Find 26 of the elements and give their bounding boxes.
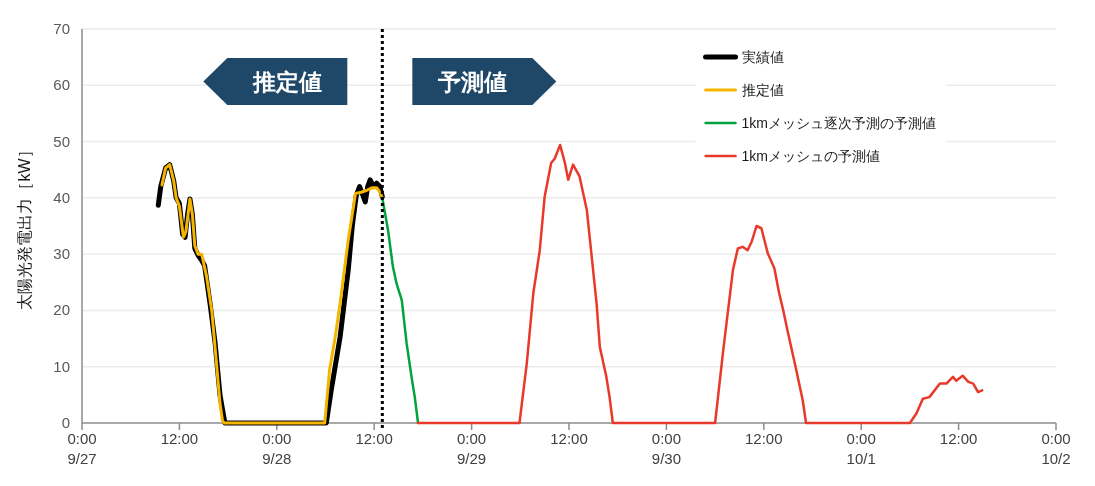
y-tick-label: 20 xyxy=(53,301,70,319)
x-tick-label: 0:00 9/29 xyxy=(457,430,487,467)
y-tick-label: 0 xyxy=(61,414,70,431)
y-tick-label: 30 xyxy=(53,245,70,263)
x-tick-label: 12:00 xyxy=(550,430,588,447)
y-tick-label: 40 xyxy=(53,188,70,206)
x-tick-label: 12:00 xyxy=(355,430,393,447)
x-tick-label: 12:00 xyxy=(160,430,199,447)
annotation: 予測値 xyxy=(436,68,507,95)
x-tick-label: 0:00 9/28 xyxy=(262,430,292,467)
x-tick-label: 12:00 xyxy=(745,430,783,447)
x-tick-label: 0:00 10/1 xyxy=(846,430,876,467)
legend-label: 推定値 xyxy=(741,82,784,98)
x-tick-label: 0:00 9/27 xyxy=(67,430,97,467)
y-axis-title: 太陽光発電出力［kW］ xyxy=(16,142,33,310)
y-tick-label: 60 xyxy=(53,76,70,94)
x-tick-label: 0:00 10/2 xyxy=(1041,430,1071,467)
legend-label: 1kmメッシュ逐次予測の予測値 xyxy=(741,115,936,131)
y-tick-label: 50 xyxy=(53,132,70,150)
y-tick-label: 70 xyxy=(53,20,70,37)
legend-label: 実績値 xyxy=(741,49,784,65)
x-tick-label: 0:00 9/30 xyxy=(651,430,681,467)
x-tick-label: 12:00 xyxy=(939,430,978,447)
annotation: 推定値 xyxy=(251,68,322,95)
legend-label: 1kmメッシュの予測値 xyxy=(741,148,880,164)
y-tick-label: 10 xyxy=(53,357,70,375)
